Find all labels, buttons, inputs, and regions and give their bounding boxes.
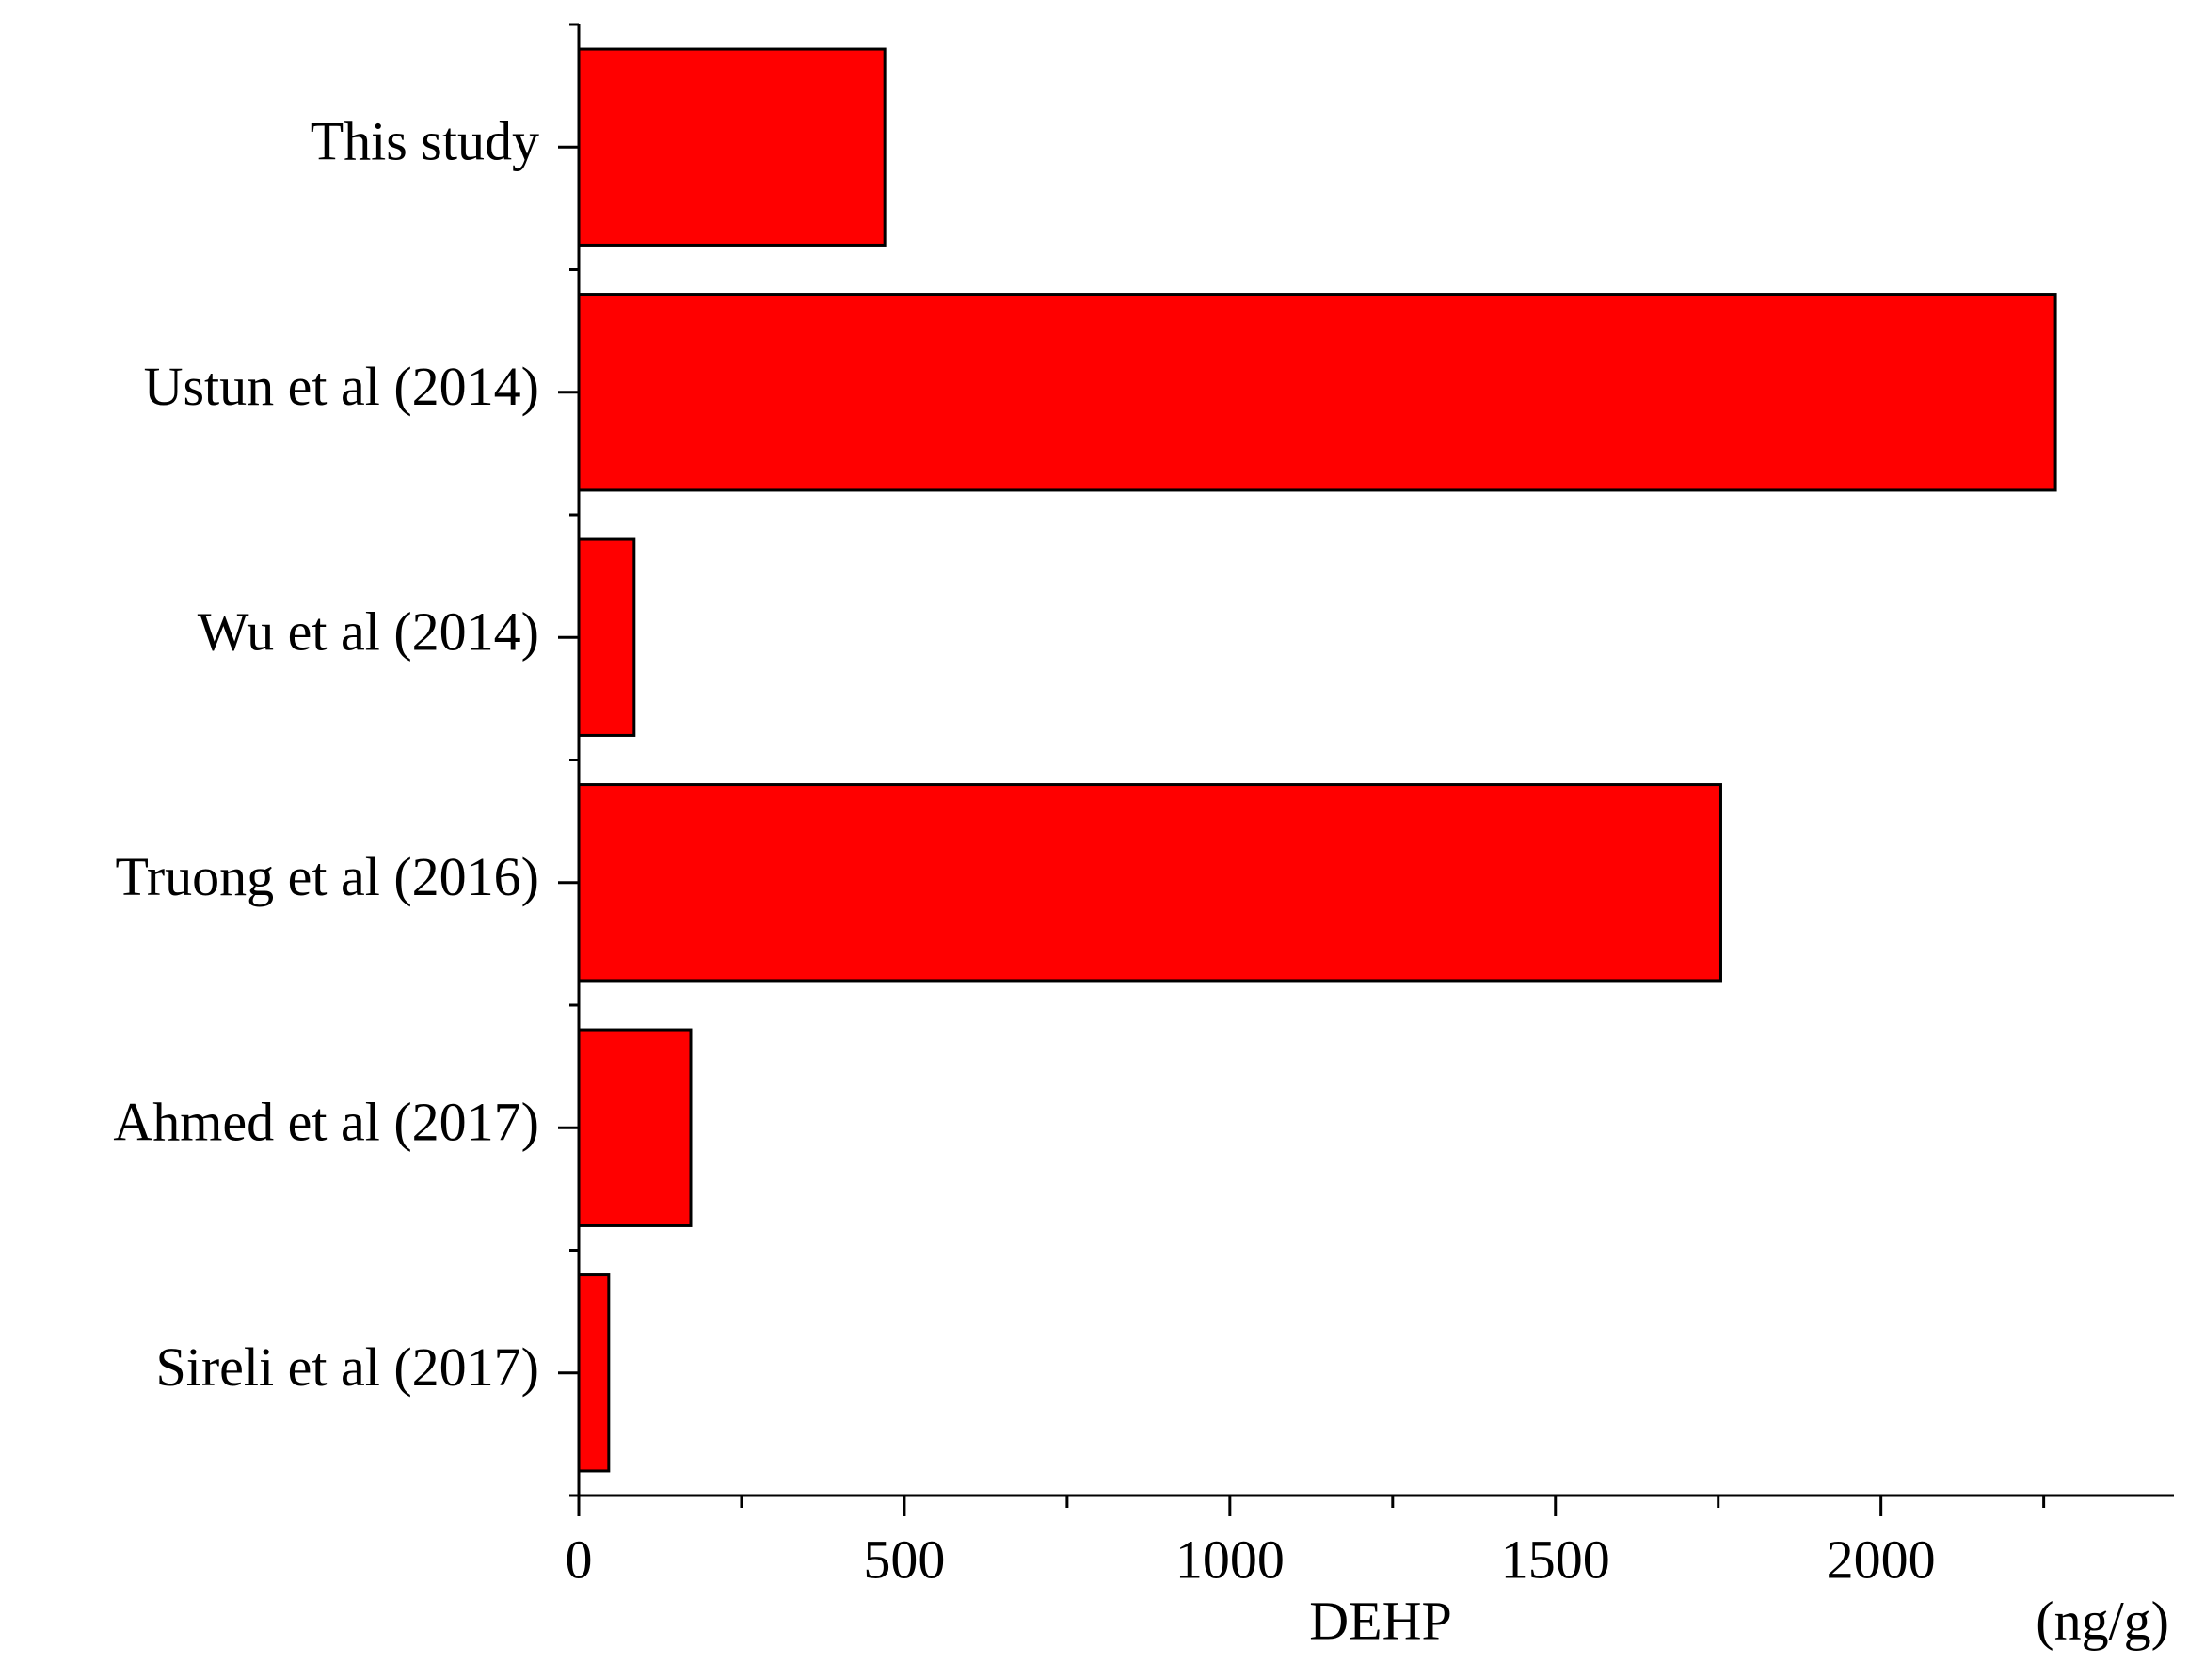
bar [577,783,1722,983]
bar [577,47,887,247]
x-tick-label: 0 [566,1528,593,1590]
y-tick-label: This study [311,111,539,172]
x-tick-label: 500 [863,1528,945,1590]
bar [577,1273,611,1473]
bar [577,293,2057,492]
x-tick-label: 1000 [1175,1528,1285,1590]
y-tick-label: Ustun et al (2014) [144,356,539,417]
y-tick-label: Truong et al (2016) [115,846,539,907]
x-tick-label: 1500 [1501,1528,1610,1590]
y-tick-label: Ahmed et al (2017) [113,1092,539,1153]
bar [577,1028,693,1227]
x-axis-unit: (ng/g) [2036,1590,2169,1651]
x-tick-label: 2000 [1827,1528,1936,1590]
bar [577,537,636,737]
y-tick-label: Wu et al (2014) [198,601,539,663]
x-axis-label: DEHP [1309,1590,1451,1651]
y-tick-label: Sireli et al (2017) [155,1336,539,1398]
